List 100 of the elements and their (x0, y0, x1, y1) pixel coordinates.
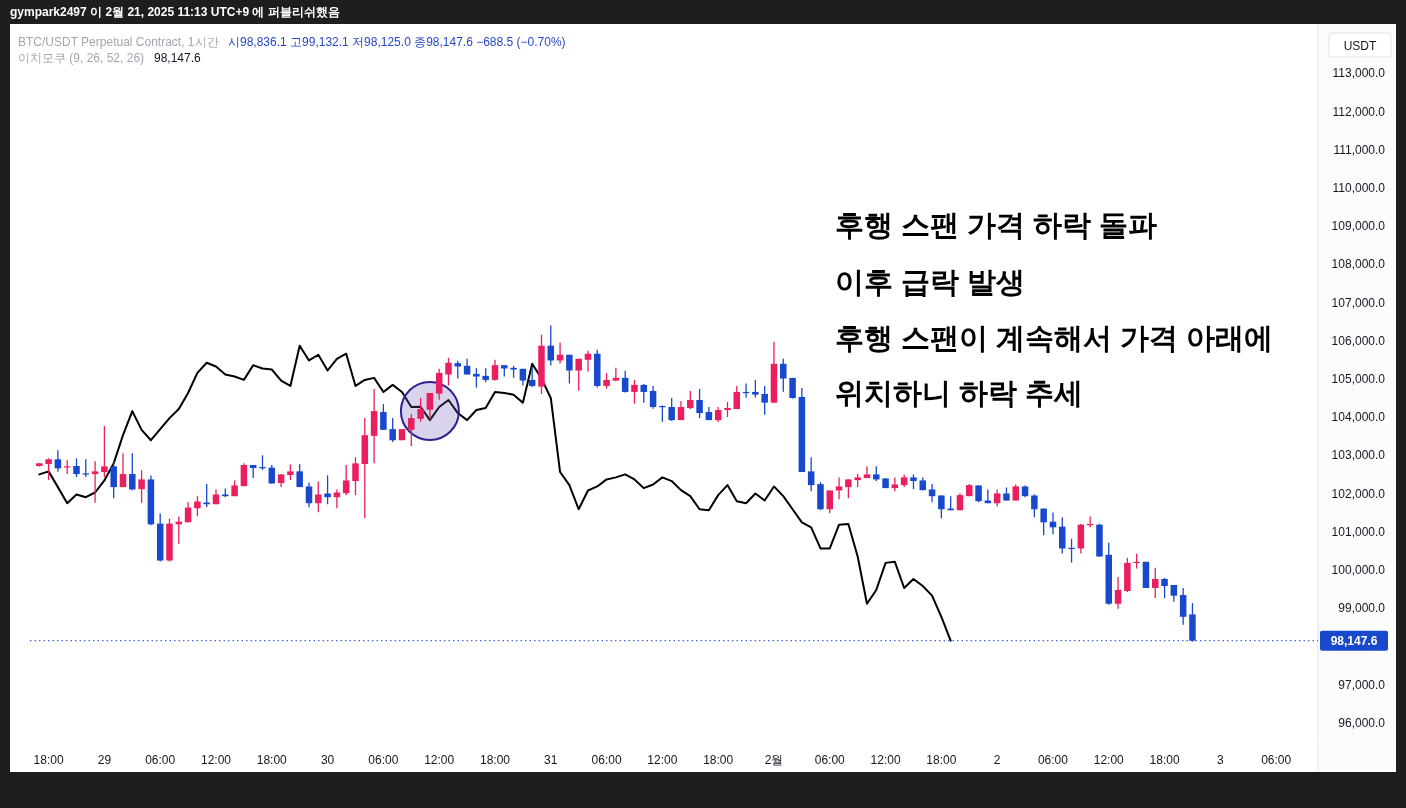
candlestick (426, 392, 434, 421)
candlestick (110, 460, 117, 499)
candlestick (101, 425, 108, 478)
candlestick (807, 456, 815, 492)
candlestick (696, 388, 703, 419)
annotation: 시98,836.1 고99,132.1 저98,125.0 종98,147.6 −688.5 (−0.70%) (228, 35, 566, 49)
y-tick-label: 112,000.0 (1332, 104, 1386, 119)
annotation: 위치하니 하락 추세 (835, 377, 1084, 409)
candlestick (380, 403, 387, 431)
x-tick-label: 30 (320, 753, 335, 767)
candlestick (835, 476, 843, 500)
y-tick-label: 100,000.0 (1331, 562, 1386, 577)
candlestick (352, 456, 359, 496)
x-tick-label: 12:00 (870, 753, 901, 767)
candlestick (631, 379, 638, 405)
candlestick (1161, 577, 1168, 599)
annotation: 98,147.6 (154, 51, 202, 65)
x-tick-label: 2월 (764, 753, 784, 767)
y-tick-label: 108,000.0 (1331, 257, 1386, 272)
y-tick-label: 110,000.0 (1332, 180, 1386, 195)
candlestick (612, 367, 620, 382)
y-tick-label: 106,000.0 (1331, 333, 1386, 348)
candlestick (891, 476, 899, 492)
x-tick-label: 29 (97, 753, 112, 767)
candlestick (649, 385, 657, 410)
y-tick-label: 96,000.0 (1338, 715, 1386, 730)
candlestick (1152, 567, 1159, 599)
candlestick (621, 370, 629, 394)
annotation: 후행 스팬이 계속해서 가격 아래에 (835, 322, 1274, 354)
x-tick-label: 2 (993, 753, 1001, 767)
annotation: 이후 급락 발생 (835, 266, 1026, 298)
y-tick-label: 102,000.0 (1331, 486, 1386, 501)
candlestick (1114, 576, 1122, 610)
candlestick (389, 417, 396, 443)
candlestick (54, 449, 62, 473)
candlestick (528, 366, 536, 388)
candlestick (584, 350, 592, 373)
y-tick-label: 97,000.0 (1338, 677, 1386, 692)
candlestick (1179, 587, 1187, 626)
x-tick-label: 18:00 (1149, 753, 1180, 767)
y-tick-label: 113,000.0 (1332, 66, 1386, 81)
x-tick-label: 12:00 (424, 753, 455, 767)
annotation: 후행 스팬 가격 하락 돌파 (835, 209, 1158, 241)
text: USDT (1343, 39, 1377, 53)
x-tick-label: 06:00 (145, 753, 176, 767)
candlestick (342, 464, 350, 496)
annotation: BTC/USDT Perpetual Contract, 1시간 (18, 35, 219, 49)
x-tick-label: 31 (544, 753, 558, 767)
candlestick (863, 465, 871, 479)
candlestick (305, 481, 313, 508)
x-tick-label: 18:00 (479, 753, 511, 767)
y-tick-label: 104,000.0 (1331, 410, 1386, 425)
candlestick (1059, 516, 1066, 555)
candlestick (45, 457, 52, 481)
annotation: 이치모쿠 (9, 26, 52, 26) (18, 51, 145, 65)
y-tick-label: 111,000.0 (1333, 142, 1386, 157)
x-tick-label: 18:00 (256, 753, 288, 767)
candlestick (435, 368, 443, 401)
x-tick-label: 18:00 (703, 753, 734, 767)
x-tick-label: 18:00 (33, 753, 64, 767)
candlestick (73, 457, 80, 478)
candlestick (668, 397, 675, 422)
candlestick (315, 480, 322, 513)
x-tick-label: 06:00 (814, 753, 846, 767)
y-tick-label: 101,000.0 (1331, 524, 1386, 539)
candlestick (417, 397, 424, 423)
candlestick (91, 460, 99, 504)
candlestick (473, 367, 480, 389)
x-tick-label: 12:00 (1093, 753, 1125, 767)
candlestick (761, 385, 768, 416)
y-tick-label: 99,000.0 (1338, 601, 1386, 616)
candlestick (491, 359, 499, 382)
ref-line-label: 98,147.6 (1330, 634, 1378, 649)
candlestick (1040, 507, 1047, 537)
candlestick (938, 494, 945, 519)
candlestick (575, 358, 582, 392)
candlestick (194, 495, 201, 517)
y-tick-label: 107,000.0 (1331, 295, 1386, 310)
candlestick (640, 383, 648, 404)
y-tick-label: 103,000.0 (1331, 448, 1386, 463)
candlestick (845, 478, 852, 499)
candlestick (1031, 493, 1038, 518)
y-tick-label: 109,000.0 (1331, 219, 1386, 234)
x-tick-label: 06:00 (591, 753, 622, 767)
candlestick (826, 489, 834, 514)
candlestick (445, 357, 452, 387)
x-tick-label: 12:00 (200, 753, 232, 767)
x-tick-label: 06:00 (1037, 753, 1069, 767)
candlestick (408, 413, 415, 447)
candlestick (119, 452, 127, 488)
candlestick (780, 358, 787, 393)
candlestick (566, 354, 573, 385)
x-tick-label: 3 (1217, 753, 1225, 767)
candlestick (928, 483, 936, 503)
y-tick-label: 105,000.0 (1331, 371, 1386, 386)
candlestick (687, 390, 694, 410)
x-tick-label: 12:00 (647, 753, 678, 767)
x-tick-label: 18:00 (926, 753, 957, 767)
candlestick (129, 452, 136, 491)
candlestick (138, 469, 145, 504)
